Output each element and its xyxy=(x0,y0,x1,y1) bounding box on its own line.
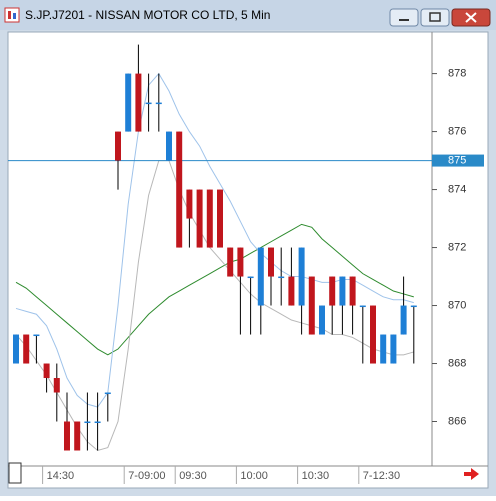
candle-body xyxy=(64,421,70,451)
candle-body xyxy=(33,334,40,337)
x-tick-label: 09:30 xyxy=(179,470,207,482)
close-icon xyxy=(465,12,477,23)
scroll-right-arrow[interactable] xyxy=(464,468,479,480)
y-tick-label: 876 xyxy=(448,125,466,137)
minimize-button[interactable] xyxy=(389,8,419,27)
indicator-line xyxy=(15,160,414,452)
candle-body xyxy=(339,276,346,306)
candle-body xyxy=(268,247,274,277)
candle-body xyxy=(186,189,193,219)
candle-body xyxy=(400,305,407,335)
candle-body xyxy=(257,247,264,306)
candle-body xyxy=(74,421,81,451)
candle-body xyxy=(329,276,336,306)
candle-body xyxy=(390,334,397,364)
candle-body xyxy=(145,102,152,105)
window-title: S.JP.J7201 - NISSAN MOTOR CO LTD, 5 Min xyxy=(25,8,270,22)
y-tick-label: 872 xyxy=(448,241,466,253)
candle-body xyxy=(359,305,366,308)
y-tick-label: 870 xyxy=(448,299,466,311)
candle-body xyxy=(135,73,142,132)
candle-body xyxy=(298,247,305,306)
app-icon-bar xyxy=(8,11,11,19)
x-tick-label: 7-12:30 xyxy=(363,470,400,482)
candle-body xyxy=(94,421,101,424)
y-tick-label: 874 xyxy=(448,183,466,195)
candle-body xyxy=(370,305,376,364)
candle-body xyxy=(104,392,111,395)
restore-icon xyxy=(429,12,441,22)
candle-body xyxy=(410,305,417,308)
candle-body xyxy=(319,305,325,335)
candle-body xyxy=(115,131,121,161)
plot: 866 868 870 872 874 876 878 14:30 7-09:00 09:30 10… xyxy=(8,44,484,484)
candle-body xyxy=(155,102,162,105)
candle-body xyxy=(176,131,183,248)
app-icon-bar xyxy=(13,13,16,19)
candle-body xyxy=(23,334,30,364)
x-tick-label: 10:30 xyxy=(302,470,330,482)
chart-panel xyxy=(7,31,489,489)
candle-body xyxy=(288,276,295,306)
candle-body xyxy=(53,378,60,393)
candle-body xyxy=(217,189,223,248)
candle-body xyxy=(43,363,50,379)
candle-body xyxy=(125,73,132,132)
candle-body xyxy=(380,334,387,364)
x-tick-label: 10:00 xyxy=(240,470,268,482)
candle-body xyxy=(247,276,254,279)
indicator-line xyxy=(15,223,414,356)
restore-button[interactable] xyxy=(420,8,450,27)
candle-body xyxy=(84,421,91,424)
candle-body xyxy=(196,189,203,248)
candle-body xyxy=(206,189,213,248)
price-label-box xyxy=(432,154,484,167)
x-tick-label: 14:30 xyxy=(47,470,75,482)
candle-body xyxy=(13,334,19,364)
candle-body xyxy=(227,247,234,277)
candle-body xyxy=(237,247,244,277)
y-tick-label: 868 xyxy=(448,357,466,369)
y-tick-label: 878 xyxy=(448,67,466,79)
app-icon xyxy=(4,7,20,23)
indicator-line xyxy=(15,72,414,408)
candle-body xyxy=(349,276,356,306)
x-tick-label: 7-09:00 xyxy=(128,470,165,482)
y-tick-label: 866 xyxy=(448,415,466,427)
candle-body xyxy=(166,131,172,161)
candle-body xyxy=(278,276,285,279)
scroll-box[interactable] xyxy=(8,462,22,484)
price-label: 875 xyxy=(448,154,466,166)
candle-body xyxy=(308,276,315,335)
